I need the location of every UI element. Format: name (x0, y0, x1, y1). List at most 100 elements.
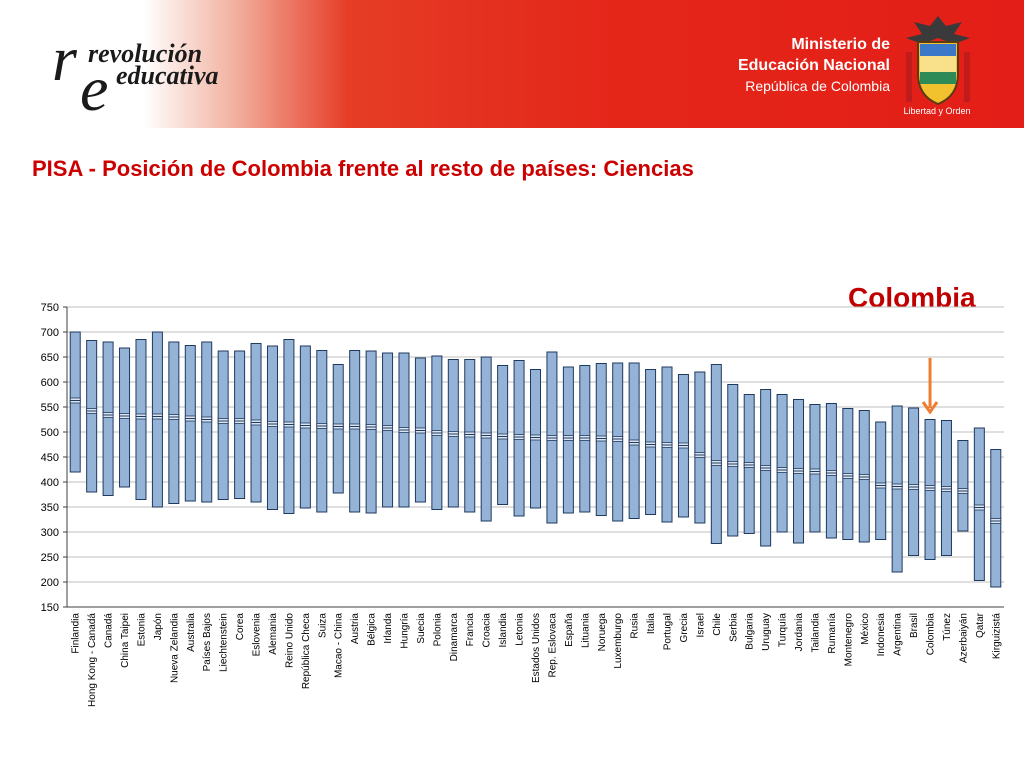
country-label: Hungría (399, 613, 410, 649)
country-label: Argentina (893, 613, 904, 656)
country-label: Kirguizistá (991, 613, 1002, 660)
country-label: Dinamarca (449, 613, 460, 662)
range-bar (727, 384, 739, 537)
header-banner: r e revolución educativa Ministerio de E… (0, 0, 1024, 128)
range-bar (776, 394, 788, 533)
country-label: Croacia (482, 613, 493, 648)
range-bar (86, 340, 98, 493)
range-bar (365, 350, 377, 514)
y-tick-label: 750 (41, 302, 59, 314)
y-tick-label: 600 (41, 377, 59, 389)
country-label: Grecia (679, 613, 690, 643)
range-bar (480, 356, 492, 522)
country-label: Polonia (432, 613, 443, 647)
country-label: Estonia (136, 613, 147, 647)
logo-graphic: r e revolución educativa (52, 23, 219, 114)
country-label: Alemania (268, 613, 279, 655)
y-tick-label: 450 (41, 452, 59, 464)
country-label: Chile (712, 613, 723, 636)
ministry-line3: República de Colombia (745, 78, 890, 94)
country-label: Canadá (104, 613, 115, 648)
y-tick-label: 350 (41, 502, 59, 514)
country-label: Nueva Zelandia (169, 613, 180, 683)
country-label: Hong Kong - Canadá (87, 613, 98, 707)
country-label: Eslovenia (252, 613, 263, 657)
range-bar (184, 345, 196, 502)
country-label: Túnez (942, 613, 953, 641)
country-label: Jordania (794, 613, 805, 652)
country-label: Rusia (630, 613, 641, 639)
y-tick-label: 500 (41, 427, 59, 439)
logo-line1: revolución (88, 39, 202, 68)
country-label: Serbia (728, 613, 739, 642)
country-label: Bélgica (367, 613, 378, 646)
range-bar (266, 345, 278, 510)
range-bar (809, 404, 821, 533)
country-label: Austria (350, 613, 361, 645)
range-bar (151, 331, 163, 508)
range-bar (612, 362, 624, 522)
colombia-arrow (921, 358, 939, 415)
ministry-line1: Ministerio de (791, 36, 890, 53)
range-bar (102, 341, 114, 496)
country-label: Reino Unido (284, 613, 295, 668)
y-axis: 150 200 250 300 350 400 450 500 550 600 650 700 750 (41, 302, 1004, 614)
country-label: Corea (235, 613, 246, 641)
country-label: Macao - China (334, 613, 345, 678)
y-tick-label: 250 (41, 552, 59, 564)
ministry-name: Ministerio de Educación Nacional Repúbli… (700, 34, 890, 96)
ministry-line2: Educación Nacional (737, 57, 890, 74)
country-label: Rumanía (827, 613, 838, 654)
colombia-callout: Colombia (848, 282, 976, 313)
x-axis-labels: Finlandia Hong Kong - Canadá Canadá China T… (71, 612, 1003, 707)
revolucion-educativa-logo: r e revolución educativa (50, 22, 280, 114)
country-label: Liechtenstein (219, 613, 230, 672)
range-bar (234, 350, 246, 499)
logo-line2: educativa (116, 61, 219, 90)
country-label: Noruega (597, 613, 608, 652)
country-label: Suecia (416, 613, 427, 644)
country-label: Estados Unidos (531, 613, 542, 683)
country-label: Montenegro (843, 613, 854, 667)
arrow-head (921, 401, 939, 415)
country-label: Brasil (909, 613, 920, 638)
range-bar (694, 371, 706, 524)
range-bar (316, 350, 328, 513)
country-label: Francia (465, 613, 476, 647)
country-label: Qatar (975, 612, 986, 638)
country-label: Finlandia (71, 613, 82, 654)
country-label: Tailandia (810, 613, 821, 653)
range-bar (710, 364, 722, 544)
country-label: Luxemburgo (613, 613, 624, 669)
crest-motto: Libertad y Orden (903, 106, 971, 116)
country-label: Lituania (580, 613, 591, 648)
range-bar (957, 440, 969, 532)
country-label: Italia (646, 613, 657, 635)
country-label: Azerbaiyán (958, 613, 969, 663)
country-label: China Taipei (120, 613, 131, 668)
logo-letter-r: r (52, 23, 78, 94)
country-label: Irlanda (383, 613, 394, 644)
country-label: Países Bajos (202, 613, 213, 671)
country-label: Israel (695, 613, 706, 637)
country-label: Bulgaria (745, 613, 756, 650)
country-label: Suiza (317, 613, 328, 638)
logo-letter-e: e (80, 53, 108, 114)
y-tick-label: 400 (41, 477, 59, 489)
range-bar (875, 421, 887, 540)
country-label: Letonia (515, 613, 526, 646)
country-label: México (860, 613, 871, 645)
range-bar (349, 350, 361, 513)
range-bar (908, 407, 920, 556)
slide-title: PISA - Posición de Colombia frente al re… (32, 156, 694, 181)
country-label: Portugal (663, 613, 674, 650)
country-label: Japón (153, 613, 164, 640)
country-label: Uruguay (761, 613, 772, 651)
pisa-science-chart: 150200250300350400450500550600650700750 … (41, 302, 1004, 707)
range-bar (135, 339, 147, 500)
country-label: Colombia (926, 613, 937, 656)
range-bar (168, 341, 180, 504)
country-label: Turquía (778, 613, 789, 648)
chart-boxes (69, 331, 1002, 588)
country-label: Rep. Eslovaca (547, 613, 558, 678)
